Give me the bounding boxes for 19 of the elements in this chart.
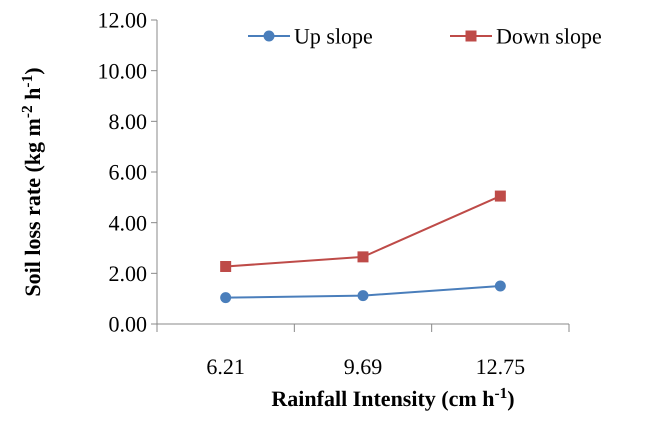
x-tick-label: 12.75 <box>476 354 526 379</box>
y-tick-label: 0.00 <box>108 312 147 337</box>
y-tick-label: 8.00 <box>108 109 147 134</box>
y-tick-label: 2.00 <box>108 261 147 286</box>
legend-label: Up slope <box>294 24 373 49</box>
y-tick-label: 6.00 <box>108 160 147 185</box>
point <box>494 280 506 292</box>
x-axis-title: Rainfall Intensity (cm h$^{-1}$) <box>271 384 515 411</box>
x-tick-label: 6.21 <box>206 354 245 379</box>
y-tick-label: 4.00 <box>108 210 147 236</box>
point <box>358 290 368 302</box>
point <box>220 260 232 272</box>
point <box>358 251 368 262</box>
point <box>494 190 506 202</box>
x-tick-label: 9.69 <box>344 354 382 379</box>
legend-label: Down slope <box>496 24 602 49</box>
y-tick-label: 10.00 <box>98 58 147 84</box>
point <box>220 292 232 304</box>
y-tick-label: 12.00 <box>98 8 147 33</box>
